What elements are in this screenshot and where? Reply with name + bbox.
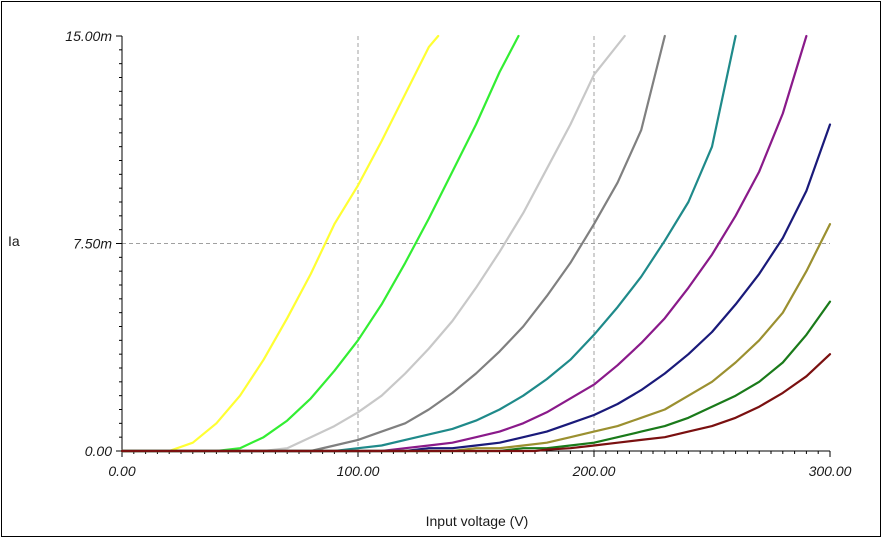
series-line-6 (120, 34, 808, 453)
x-tick-label-3: 300.00 (809, 463, 852, 479)
grid-lines (122, 36, 830, 451)
series-line-8 (120, 223, 832, 453)
series-line-7 (120, 123, 832, 453)
y-tick-label-1: 7.50m (73, 236, 112, 252)
series-line-3 (120, 34, 626, 453)
tick-labels: 0.00 100.00 200.00 300.00 0.00 7.50m 15.00m (65, 28, 851, 479)
x-tick-label-1: 100.00 (337, 463, 380, 479)
series-line-2 (120, 34, 520, 453)
y-tick-label-2: 15.00m (65, 28, 112, 44)
x-tick-label-2: 200.00 (572, 463, 616, 479)
series-line-1 (120, 34, 440, 453)
x-tick-label-0: 0.00 (108, 463, 135, 479)
y-tick-label-0: 0.00 (85, 443, 112, 459)
x-axis-title: Input voltage (V) (426, 513, 529, 529)
series-line-9 (120, 300, 832, 453)
series-line-10 (120, 353, 832, 453)
series-line-5 (120, 34, 737, 453)
series-line-4 (120, 34, 666, 453)
series-layer (120, 34, 832, 453)
y-axis-title: Ia (8, 233, 20, 249)
